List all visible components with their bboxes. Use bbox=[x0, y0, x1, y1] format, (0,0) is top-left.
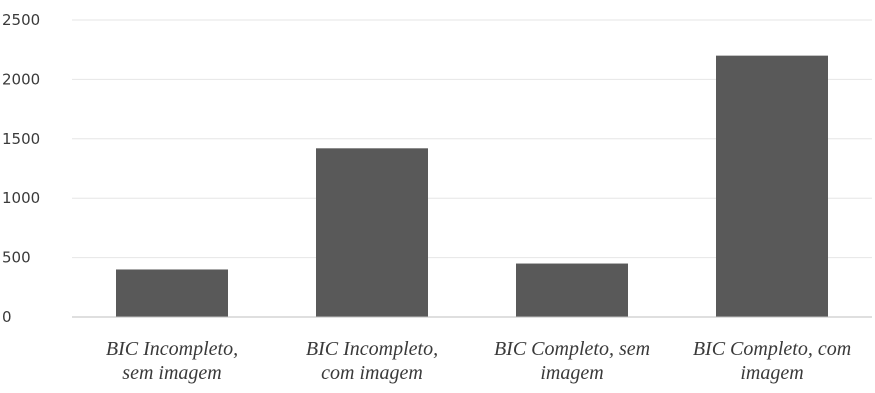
x-tick-label-line: BIC Incompleto, bbox=[106, 338, 238, 360]
bar bbox=[516, 263, 628, 317]
x-tick-label: BIC Completo, sem imagem bbox=[494, 338, 650, 384]
y-tick-label: 1000 bbox=[2, 189, 40, 207]
x-tick-label: BIC Completo, com imagem bbox=[693, 338, 851, 384]
y-tick-label: 2500 bbox=[2, 11, 40, 29]
bar bbox=[116, 269, 228, 317]
x-tick-label-line: imagem bbox=[540, 362, 603, 384]
y-axis-tick-labels: 0 500 1000 1500 2000 2500 bbox=[2, 11, 40, 326]
bars bbox=[116, 55, 828, 317]
x-tick-label: BIC Incompleto, com imagem bbox=[306, 338, 438, 384]
x-tick-label: BIC Incompleto, sem imagem bbox=[106, 338, 238, 384]
x-tick-label-line: com imagem bbox=[321, 362, 423, 384]
x-tick-label-line: imagem bbox=[740, 362, 803, 384]
y-tick-label: 0 bbox=[2, 308, 12, 326]
x-tick-label-line: BIC Completo, sem bbox=[494, 338, 650, 360]
x-tick-label-line: BIC Completo, com bbox=[693, 338, 851, 360]
bar bbox=[716, 55, 828, 317]
y-tick-label: 1500 bbox=[2, 130, 40, 148]
x-tick-label-line: BIC Incompleto, bbox=[306, 338, 438, 360]
y-tick-label: 500 bbox=[2, 249, 31, 267]
x-tick-label-line: sem imagem bbox=[122, 362, 221, 384]
bar bbox=[316, 148, 428, 317]
y-tick-label: 2000 bbox=[2, 70, 40, 88]
